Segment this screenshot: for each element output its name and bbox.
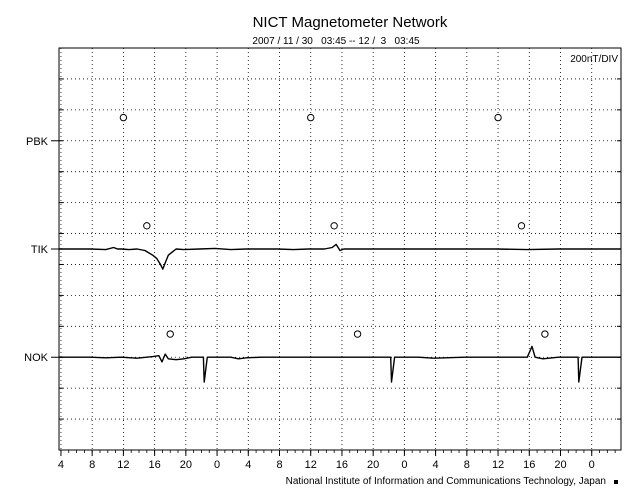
x-tick-label: 12 <box>492 459 504 471</box>
midnight-marker <box>166 330 174 338</box>
x-tick-label: 4 <box>433 459 439 471</box>
chart-title: NICT Magnetometer Network <box>253 14 448 31</box>
station-label: NOK <box>24 352 49 364</box>
x-tick-label: 12 <box>117 459 129 471</box>
midnight-marker <box>143 222 151 230</box>
x-tick-label: 0 <box>589 459 595 471</box>
x-tick-label: 4 <box>58 459 64 471</box>
x-tick-label: 16 <box>148 459 160 471</box>
chart-subtitle: 2007 / 11 / 30 03:45 -- 12 / 3 03:45 <box>252 36 420 47</box>
x-tick-label: 4 <box>245 459 251 471</box>
x-tick-label: 0 <box>214 459 220 471</box>
x-tick-label: 8 <box>464 459 470 471</box>
x-ticks: 4 8 12 16 20 0 4 8 12 16 20 0 4 8 12 16 20 0 <box>58 450 616 471</box>
midnight-marker <box>541 330 549 338</box>
x-tick-label: 20 <box>180 459 192 471</box>
x-tick-label: 12 <box>305 459 317 471</box>
corner-mark <box>614 480 618 484</box>
midnight-marker <box>119 113 128 122</box>
series-line-nok <box>59 345 621 383</box>
local-midnight-markers <box>119 113 549 338</box>
station-label: PBK <box>26 136 49 148</box>
x-tick-label: 0 <box>401 459 407 471</box>
station-labels: PBK TIK NOK <box>24 136 59 364</box>
midnight-marker <box>517 222 526 230</box>
station-label: TIK <box>31 244 49 256</box>
midnight-marker <box>330 222 338 230</box>
series-traces <box>59 243 621 383</box>
x-tick-label: 16 <box>336 459 348 471</box>
x-tick-label: 8 <box>89 459 95 471</box>
series-line-tik <box>59 243 621 270</box>
scale-label: 200nT/DIV <box>570 54 618 65</box>
y-ticks <box>59 78 621 420</box>
midnight-marker <box>353 330 362 338</box>
x-tick-label: 8 <box>276 459 282 471</box>
midnight-marker <box>494 113 502 122</box>
x-tick-label: 20 <box>367 459 379 471</box>
x-tick-label: 20 <box>554 459 566 471</box>
x-tick-label: 16 <box>523 459 535 471</box>
midnight-marker <box>307 113 315 122</box>
footer-credit: National Institute of Information and Co… <box>286 476 606 487</box>
